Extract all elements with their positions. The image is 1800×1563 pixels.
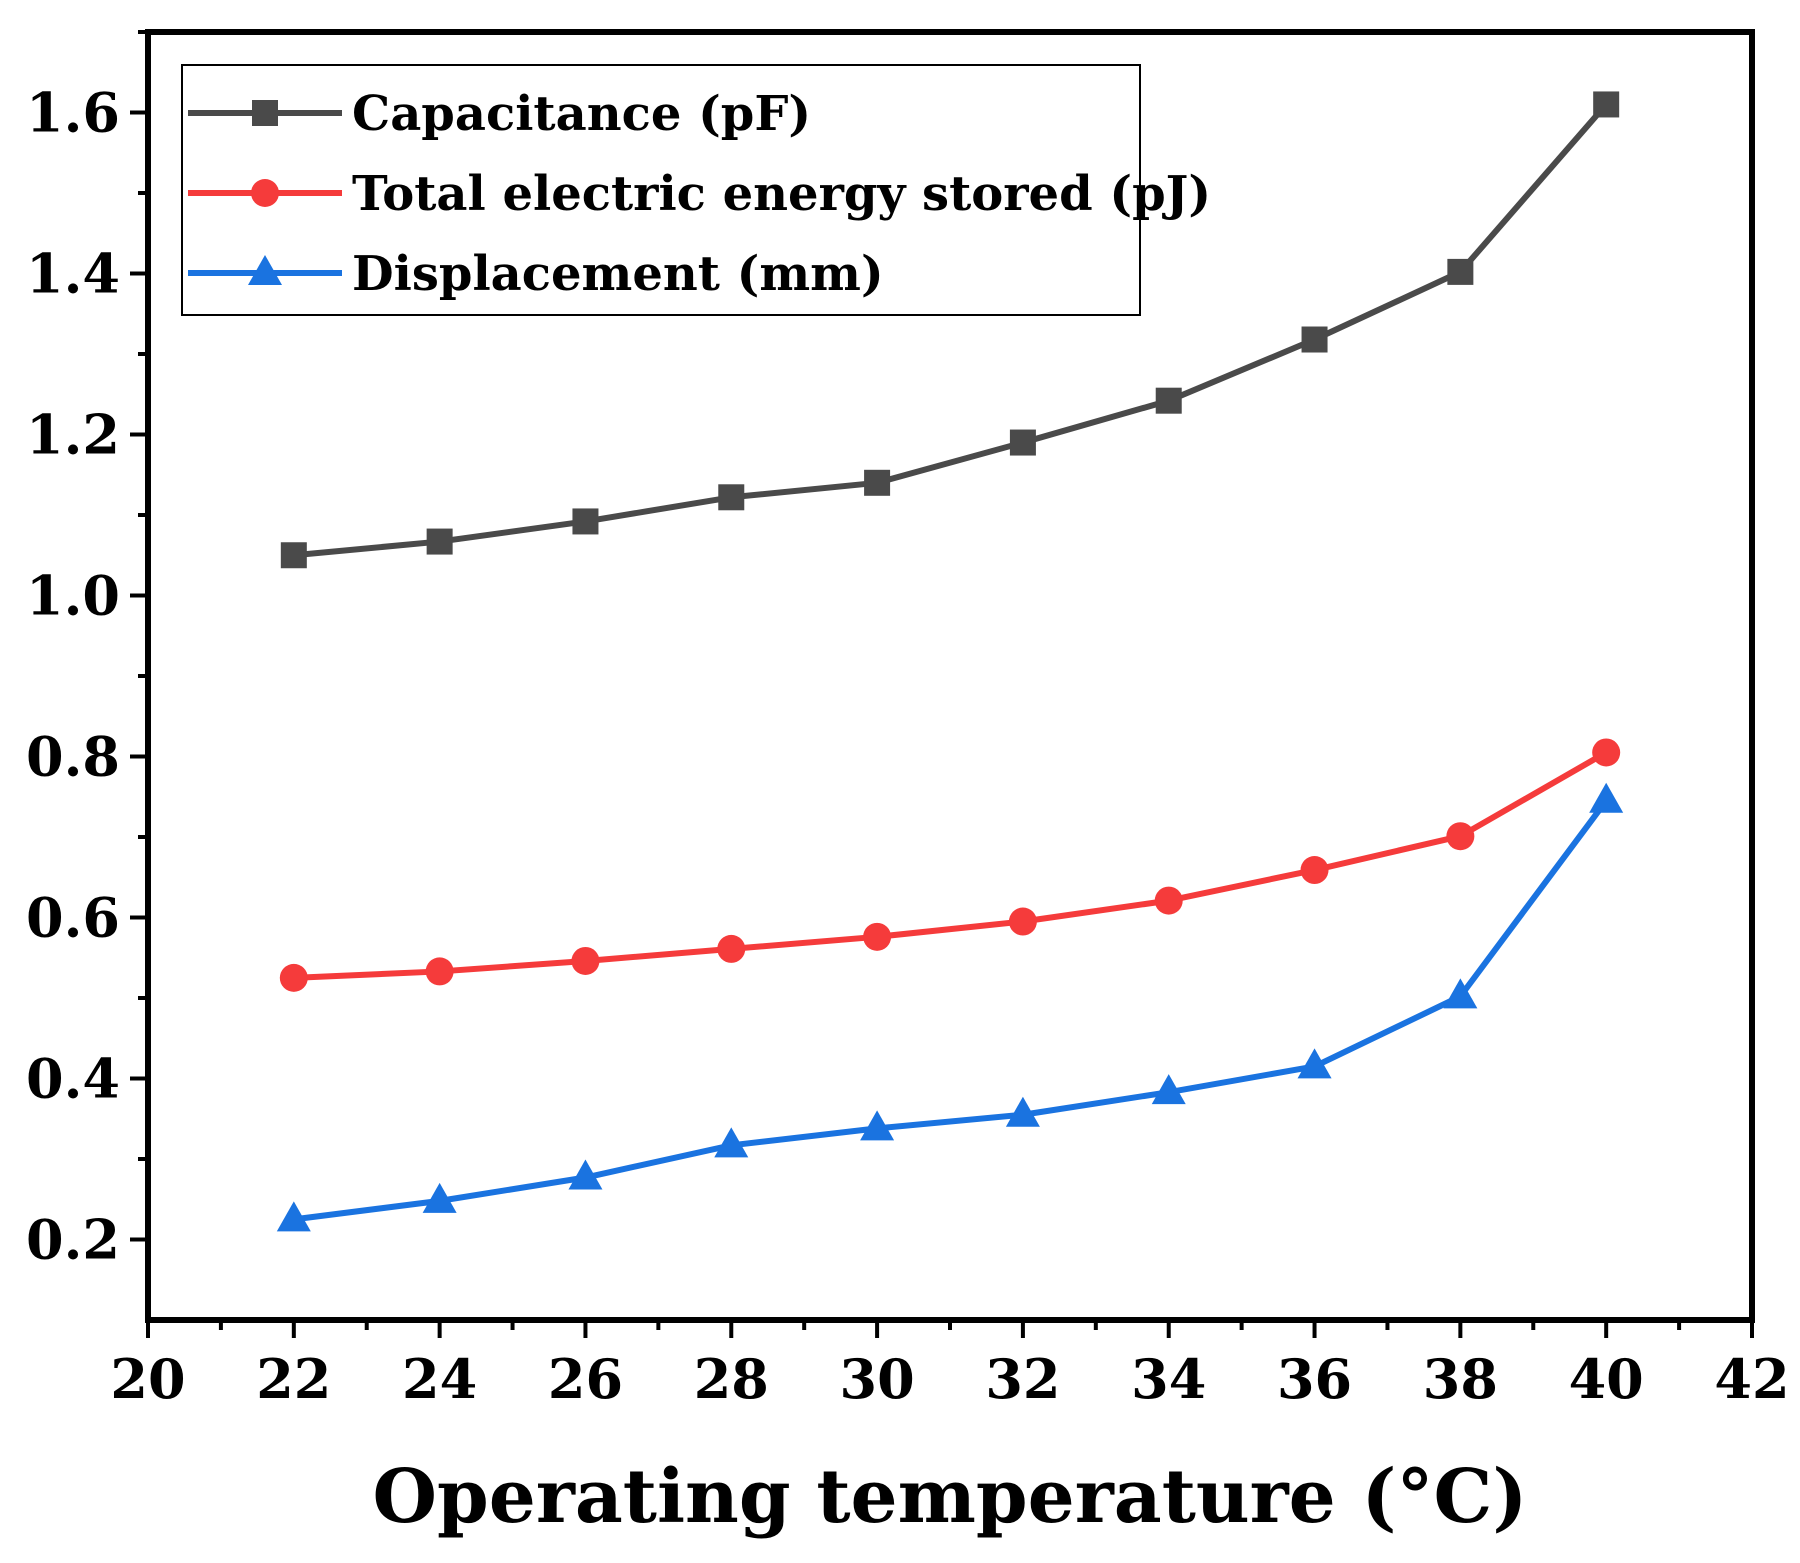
x-tick-label: 26	[548, 1347, 623, 1411]
plot-series	[276, 91, 1624, 1232]
x-axis-title: Operating temperature (°C)	[373, 1454, 1528, 1540]
data-point-square	[280, 542, 307, 569]
data-point-circle	[1154, 886, 1183, 915]
data-point-square	[426, 528, 453, 555]
y-tick-label: 1.0	[26, 564, 120, 628]
series-line-circle	[293, 749, 1608, 981]
data-point-circle	[425, 957, 454, 986]
data-point-triangle	[422, 1182, 457, 1213]
data-point-circle	[1446, 822, 1475, 851]
data-point-circle	[1592, 738, 1621, 767]
data-point-square	[1593, 91, 1620, 118]
data-point-triangle	[1297, 1048, 1332, 1079]
y-tick-label: 0.2	[26, 1208, 120, 1272]
legend-marker-square	[252, 100, 278, 126]
x-tick-label: 28	[694, 1347, 769, 1411]
x-tick-label: 38	[1423, 1347, 1498, 1411]
legend-item-circle: Total electric energy stored (pJ)	[188, 166, 1211, 222]
x-tick-label: 34	[1131, 1347, 1206, 1411]
data-point-circle	[1008, 907, 1037, 936]
legend-label: Capacitance (pF)	[352, 86, 811, 142]
data-point-square	[572, 508, 599, 535]
series-square	[280, 91, 1620, 569]
data-point-square	[1447, 258, 1474, 285]
data-point-square	[1009, 429, 1036, 456]
data-point-circle	[717, 934, 746, 963]
legend: Capacitance (pF) Total electric energy st…	[181, 64, 1211, 316]
x-tick-label: 36	[1277, 1347, 1352, 1411]
data-point-circle	[863, 922, 892, 951]
data-point-triangle	[860, 1110, 895, 1141]
legend-label: Total electric energy stored (pJ)	[352, 166, 1211, 222]
x-tick-label: 30	[840, 1347, 915, 1411]
legend-label: Displacement (mm)	[352, 246, 884, 302]
data-point-square	[1301, 326, 1328, 353]
data-point-triangle	[276, 1201, 311, 1232]
y-tick-label: 1.6	[26, 81, 120, 145]
data-point-circle	[571, 946, 600, 975]
y-tick-label: 1.4	[26, 242, 120, 306]
y-axis-ticks: 0.2 0.4 0.6 0.8 1.0 1.2 1.4 1.6	[26, 30, 148, 1272]
series-line-square	[293, 102, 1609, 559]
data-point-square	[718, 484, 745, 511]
data-point-triangle	[568, 1159, 603, 1190]
legend-item-triangle: Displacement (mm)	[188, 246, 884, 302]
x-tick-label: 22	[256, 1347, 331, 1411]
plot-frame	[145, 29, 1755, 1323]
data-point-triangle	[714, 1127, 749, 1158]
series-triangle	[276, 782, 1624, 1232]
series-circle	[279, 738, 1621, 992]
legend-item-square: Capacitance (pF)	[188, 86, 811, 142]
data-point-circle	[279, 963, 308, 992]
data-point-triangle	[1005, 1096, 1040, 1127]
data-point-triangle	[1589, 782, 1624, 813]
legend-marker-circle	[251, 179, 279, 207]
data-point-circle	[1300, 856, 1329, 885]
data-point-square	[864, 469, 891, 496]
y-tick-label: 0.6	[26, 886, 120, 950]
x-axis-ticks: 20 22 24 26 28 30 32 34 36 38 40 42	[110, 1320, 1790, 1411]
series-line-triangle	[293, 798, 1609, 1223]
x-tick-label: 40	[1569, 1347, 1644, 1411]
x-tick-label: 32	[985, 1347, 1060, 1411]
x-tick-label: 24	[402, 1347, 477, 1411]
x-tick-label: 20	[110, 1347, 185, 1411]
data-point-square	[1155, 387, 1182, 414]
y-tick-label: 0.8	[26, 725, 120, 789]
data-point-triangle	[1151, 1074, 1186, 1105]
y-tick-label: 1.2	[26, 403, 120, 467]
legend-marker-triangle	[248, 255, 282, 285]
data-point-triangle	[1443, 978, 1478, 1009]
x-tick-label: 42	[1714, 1347, 1789, 1411]
y-tick-label: 0.4	[26, 1047, 120, 1111]
